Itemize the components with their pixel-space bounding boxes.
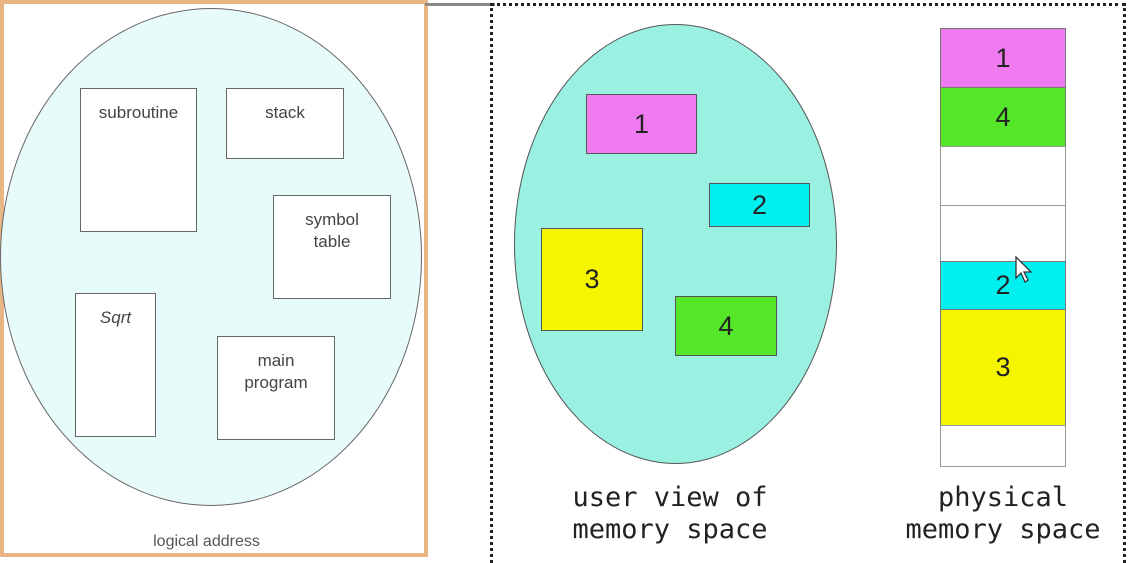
- segment-main-program-label-1: main: [257, 351, 295, 370]
- segment-sqrt-label: Sqrt: [99, 308, 132, 327]
- mouse-cursor-icon: [1015, 256, 1033, 283]
- segment-subroutine: subroutine: [80, 88, 197, 232]
- user-block-2: 2: [709, 183, 810, 227]
- segment-symbol-table-label-2: table: [313, 232, 351, 251]
- segment-symbol-table: symbol table: [273, 195, 391, 299]
- connector-line: [425, 3, 495, 6]
- segment-stack-label: stack: [265, 103, 305, 122]
- physical-slot-free-2: [940, 205, 1066, 262]
- user-block-3: 3: [541, 228, 643, 331]
- user-view-caption-2: memory space: [572, 514, 768, 545]
- segment-subroutine-label: subroutine: [98, 103, 179, 122]
- physical-memory-caption-1: physical: [937, 482, 1069, 513]
- segment-symbol-table-label-1: symbol: [305, 210, 359, 229]
- segment-sqrt: Sqrt: [75, 293, 156, 437]
- user-block-4: 4: [675, 296, 777, 356]
- physical-slot-2: 2: [940, 261, 1066, 310]
- segment-main-program-label-2: program: [244, 373, 308, 392]
- memory-views-panel: [490, 3, 1126, 563]
- segment-main-program: main program: [217, 336, 335, 440]
- physical-slot-1: 1: [940, 28, 1066, 88]
- logical-address-caption: logical address: [153, 533, 260, 550]
- physical-slot-free-3: [940, 425, 1066, 467]
- physical-slot-3: 3: [940, 309, 1066, 426]
- physical-slot-free-1: [940, 146, 1066, 206]
- segment-stack: stack: [226, 88, 344, 159]
- user-block-1: 1: [586, 94, 697, 154]
- user-view-caption-1: user view of: [572, 482, 768, 513]
- physical-memory-caption-2: memory space: [905, 514, 1101, 545]
- physical-slot-4: 4: [940, 87, 1066, 147]
